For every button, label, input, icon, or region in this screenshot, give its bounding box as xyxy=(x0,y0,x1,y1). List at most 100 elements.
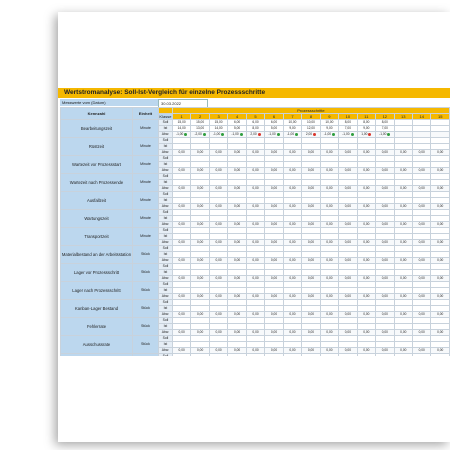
value-text: 0,00 xyxy=(326,294,333,299)
metric-name: Nacharbeitsrate xyxy=(60,353,133,356)
status-warning-icon xyxy=(368,132,372,136)
value-text: 0,00 xyxy=(363,240,370,245)
value-cell[interactable] xyxy=(411,353,432,356)
table-row: Ist xyxy=(61,233,450,240)
value-text: 0,00 xyxy=(418,240,425,245)
table-row: Ist xyxy=(61,251,450,258)
metric-name: Rüstzeit xyxy=(60,137,133,156)
value-text: 0,00 xyxy=(233,348,241,353)
value-text: 0,00 xyxy=(418,312,425,317)
status-warning-icon xyxy=(313,132,317,136)
value-text: 0,00 xyxy=(400,240,407,245)
value-text: 0,00 xyxy=(344,186,351,191)
table-row: Abw. 0,00 0,00 0,00 0,00 0,00 0,00 0,00 0,00 0,00… xyxy=(61,329,450,336)
value-cell[interactable] xyxy=(245,353,266,356)
spreadsheet: Wertstromanalyse: Soll-Ist-Vergleich für… xyxy=(58,88,450,356)
value-text: 15,00 xyxy=(177,120,186,125)
value-text: 14,00 xyxy=(214,126,223,131)
value-cell[interactable] xyxy=(264,353,284,356)
metric-unit: Minute xyxy=(131,155,159,174)
value-text: 0,00 xyxy=(233,312,241,317)
metric-unit: Stück xyxy=(131,281,159,300)
value-text: 0,00 xyxy=(400,276,407,281)
value-text: 0,00 xyxy=(270,276,278,281)
value-text: 7,00 xyxy=(381,126,388,131)
value-text: 0,00 xyxy=(197,330,204,335)
value-text: 0,00 xyxy=(289,204,296,209)
status-ok-icon xyxy=(202,132,206,136)
value-text: 0,00 xyxy=(197,150,204,155)
value-text: 0,00 xyxy=(307,312,315,317)
value-text: 0,00 xyxy=(215,204,222,209)
value-text: 0,00 xyxy=(197,348,204,353)
value-text: 0,00 xyxy=(381,276,388,281)
table-row: Ausschussrate Stück Soll xyxy=(60,335,450,354)
value-text: 6,00 xyxy=(270,120,278,125)
value-cell[interactable] xyxy=(356,353,377,356)
value-cell[interactable] xyxy=(190,353,210,356)
metric-unit: Stück xyxy=(131,263,159,282)
value-text: 6,00 xyxy=(252,120,259,125)
value-text: 14,00 xyxy=(177,126,186,131)
value-text: 0,00 xyxy=(307,348,315,353)
value-text: 0,00 xyxy=(381,186,388,191)
value-text: 0,00 xyxy=(252,168,259,173)
value-text: 0,00 xyxy=(437,294,444,299)
value-text: 0,00 xyxy=(437,222,444,227)
value-text: 0,00 xyxy=(178,276,185,281)
status-ok-icon xyxy=(387,132,391,136)
value-cell[interactable] xyxy=(208,353,229,356)
value-text: 0,00 xyxy=(400,312,407,317)
value-text: 0,00 xyxy=(363,222,370,227)
value-text: 0,00 xyxy=(381,150,388,155)
metric-unit: Stück xyxy=(131,353,159,356)
table-row: Kanban-Lager Bestand Stück Soll xyxy=(60,299,450,318)
value-text: 0,00 xyxy=(289,294,296,299)
value-text: 0,00 xyxy=(197,186,204,191)
value-cell[interactable] xyxy=(171,353,192,356)
value-cell[interactable] xyxy=(375,353,395,356)
table-row: Abw. 0,00 0,00 0,00 0,00 0,00 0,00 0,00 0,00 0,00… xyxy=(61,149,450,156)
value-text: 0,00 xyxy=(197,294,204,299)
value-cell[interactable] xyxy=(282,353,303,356)
value-text: 0,00 xyxy=(381,348,388,353)
value-cell[interactable] xyxy=(393,353,414,356)
value-text: 0,00 xyxy=(178,204,185,209)
table-body: Bearbeitungszeit Minute Soll 15,00 15,00 15,0… xyxy=(60,119,450,356)
value-cell[interactable] xyxy=(301,353,321,356)
value-cell[interactable] xyxy=(319,353,340,356)
table-row: Ausfallzeit Minute Soll xyxy=(60,191,450,210)
value-text: 0,00 xyxy=(326,240,333,245)
value-text: 0,00 xyxy=(400,294,407,299)
value-text: -1,00 xyxy=(342,132,350,137)
value-text: 0,00 xyxy=(289,312,296,317)
value-text: 0,00 xyxy=(270,348,278,353)
value-text: 0,00 xyxy=(381,312,388,317)
value-cell[interactable] xyxy=(430,353,450,356)
value-text: 0,00 xyxy=(307,186,315,191)
value-text: 0,00 xyxy=(418,276,425,281)
value-text: 9,00 xyxy=(363,126,370,131)
value-cell[interactable] xyxy=(227,353,247,356)
value-text: 0,00 xyxy=(363,168,370,173)
value-text: 0,00 xyxy=(437,348,444,353)
value-text: 12,00 xyxy=(306,126,315,131)
table-row: Ist xyxy=(61,269,450,276)
value-text: 0,00 xyxy=(215,276,222,281)
status-ok-icon xyxy=(350,132,354,136)
value-text: 10,00 xyxy=(288,120,297,125)
metric-unit: Stück xyxy=(131,299,159,318)
value-text: 0,00 xyxy=(307,168,315,173)
metric-name: Transportzeit xyxy=(60,227,133,246)
table-row: Rüstzeit Minute Soll xyxy=(60,137,450,156)
value-text: 0,00 xyxy=(197,240,204,245)
value-text: 0,00 xyxy=(381,330,388,335)
title-bar: Wertstromanalyse: Soll-Ist-Vergleich für… xyxy=(58,88,450,98)
value-text: 0,00 xyxy=(363,150,370,155)
table-row: Lager nach Prozessschritt Stück Soll xyxy=(60,281,450,300)
table-row: Ist xyxy=(61,197,450,204)
header-kennzahl: Kennzahl xyxy=(60,107,133,120)
metric-name: Wartezeit nach Prozessende xyxy=(60,173,133,192)
value-text: 0,00 xyxy=(178,150,185,155)
value-cell[interactable] xyxy=(338,353,358,356)
